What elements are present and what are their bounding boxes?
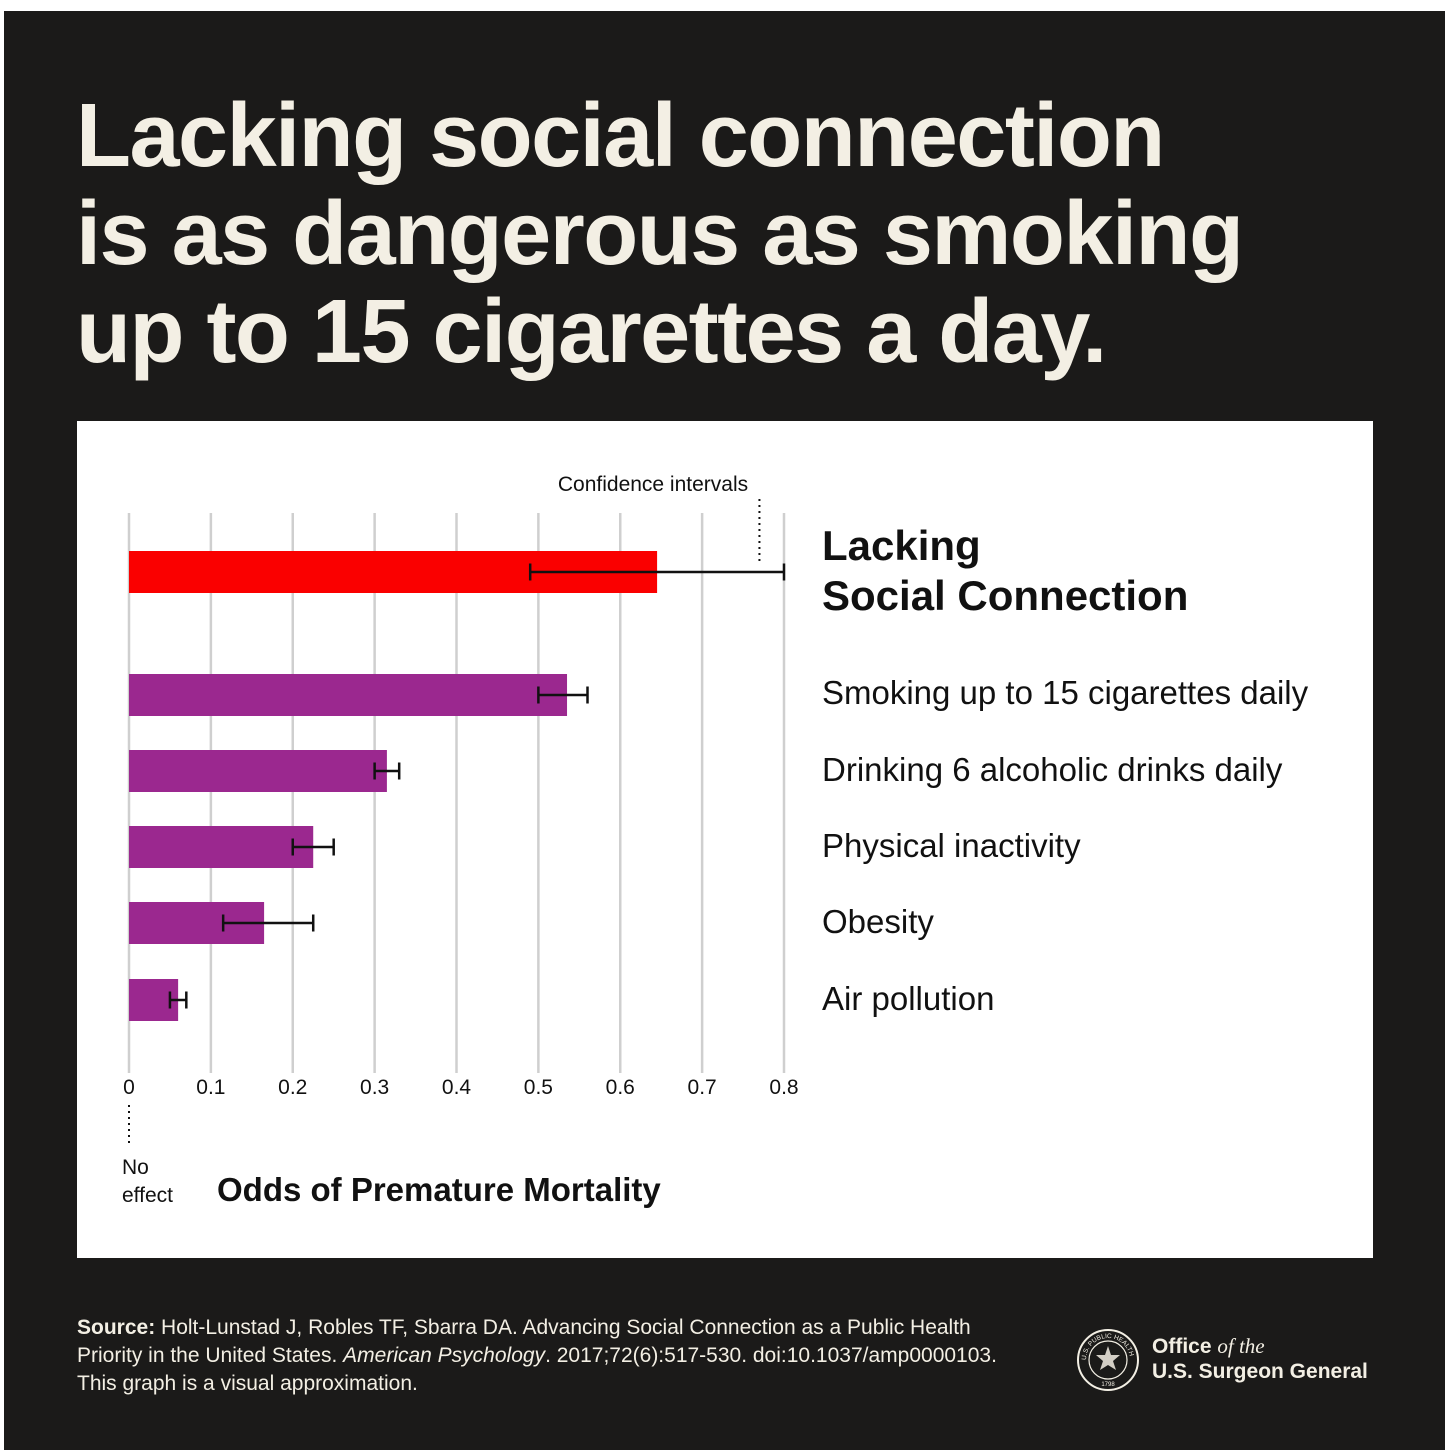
category-label-line-2: Social Connection — [822, 572, 1189, 619]
logo-of-the: of the — [1217, 1334, 1265, 1358]
source-journal: American Psychology — [343, 1344, 546, 1367]
category-label-obesity: Obesity — [822, 903, 934, 940]
x-tick-label: 0.2 — [278, 1076, 307, 1099]
category-label-line-1: Lacking — [822, 522, 981, 569]
surgeon-general-logo: U.S. PUBLIC HEALTH SERVICE 1798 Office o… — [1076, 1328, 1376, 1392]
category-label-smoking: Smoking up to 15 cigarettes daily — [822, 674, 1309, 711]
seal-icon: U.S. PUBLIC HEALTH SERVICE 1798 — [1076, 1328, 1139, 1391]
category-label-air-pollution: Air pollution — [822, 980, 995, 1017]
headline-line-1: Lacking social connection — [76, 86, 1165, 186]
source-text-1: Holt-Lunstad J, Robles TF, Sbarra DA. Ad… — [77, 1316, 971, 1367]
x-axis-ticks: 0 0.1 0.2 0.3 0.4 0.5 0.6 0.7 0.8 — [123, 1076, 798, 1099]
headline: Lacking social connection is as dangerou… — [76, 87, 1376, 381]
category-label-physical-inactivity: Physical inactivity — [822, 827, 1081, 864]
x-tick-label: 0.3 — [360, 1076, 389, 1099]
source-label: Source: — [77, 1316, 156, 1339]
confidence-interval-bars — [168, 563, 786, 1009]
x-axis-title: Odds of Premature Mortality — [217, 1171, 661, 1208]
no-effect-label-1: No — [122, 1156, 149, 1179]
x-tick-label: 0.4 — [442, 1076, 472, 1099]
x-tick-label: 0.7 — [688, 1076, 717, 1099]
chart-svg: 0 0.1 0.2 0.3 0.4 0.5 0.6 0.7 0.8 Confidence int… — [122, 473, 799, 1208]
source-text-2: . 2017;72(6):517-530. doi:10.1037/amp000… — [77, 1344, 997, 1395]
chart-panel: 0 0.1 0.2 0.3 0.4 0.5 0.6 0.7 0.8 Confidence int… — [77, 421, 1373, 1258]
logo-text: Office of the U.S. Surgeon General — [1152, 1334, 1368, 1384]
x-tick-label: 0.5 — [524, 1076, 553, 1099]
grid-lines — [127, 513, 786, 1073]
logo-office: Office — [1152, 1335, 1212, 1358]
headline-line-2: is as dangerous as smoking — [76, 184, 1244, 284]
bars — [129, 551, 658, 1021]
x-tick-label: 0.8 — [769, 1076, 798, 1099]
category-label-drinking: Drinking 6 alcoholic drinks daily — [822, 751, 1283, 788]
logo-org: U.S. Surgeon General — [1152, 1360, 1368, 1383]
x-tick-label: 0 — [123, 1076, 135, 1099]
source-citation: Source: Holt-Lunstad J, Robles TF, Sbarr… — [77, 1314, 1037, 1398]
x-tick-label: 0.6 — [606, 1076, 635, 1099]
bar — [129, 826, 314, 868]
annotations: Confidence intervals No effect Odds of P… — [122, 473, 761, 1208]
seal-year: 1798 — [1101, 1382, 1115, 1388]
category-label-lacking-social-connection: Lacking Social Connection — [822, 521, 1302, 621]
x-tick-label: 0.1 — [196, 1076, 225, 1099]
headline-line-3: up to 15 cigarettes a day. — [76, 282, 1107, 382]
no-effect-label-2: effect — [122, 1184, 173, 1207]
confidence-intervals-annotation: Confidence intervals — [558, 473, 748, 496]
bar — [129, 750, 387, 792]
bar — [129, 674, 568, 716]
